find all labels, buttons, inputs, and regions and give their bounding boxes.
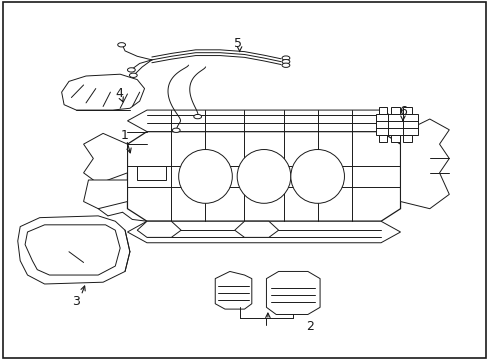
Ellipse shape [290,149,344,203]
Bar [403,135,411,141]
Text: 1: 1 [121,129,129,142]
Bar [403,107,411,114]
Polygon shape [127,110,400,132]
Ellipse shape [237,149,290,203]
Polygon shape [61,74,144,110]
Ellipse shape [127,68,135,72]
Bar [378,135,386,141]
Polygon shape [18,216,130,284]
Polygon shape [375,114,417,135]
Ellipse shape [178,149,232,203]
Bar [390,135,399,141]
Polygon shape [266,271,320,315]
Text: 3: 3 [72,295,80,308]
Ellipse shape [282,63,289,67]
Polygon shape [137,166,166,180]
Bar [390,107,399,114]
Polygon shape [83,180,127,209]
Polygon shape [127,132,400,221]
Polygon shape [83,134,127,184]
Text: 4: 4 [115,87,123,100]
Ellipse shape [193,114,201,119]
Ellipse shape [282,59,289,64]
Polygon shape [137,221,181,237]
Text: 2: 2 [306,320,314,333]
Ellipse shape [172,128,180,132]
Text: 6: 6 [398,105,406,118]
Polygon shape [234,221,278,237]
Polygon shape [400,119,448,209]
Text: 5: 5 [234,37,242,50]
Polygon shape [215,271,251,309]
Ellipse shape [282,56,289,60]
Bar [378,107,386,114]
Polygon shape [127,221,400,243]
Ellipse shape [118,42,125,47]
Ellipse shape [129,73,137,77]
